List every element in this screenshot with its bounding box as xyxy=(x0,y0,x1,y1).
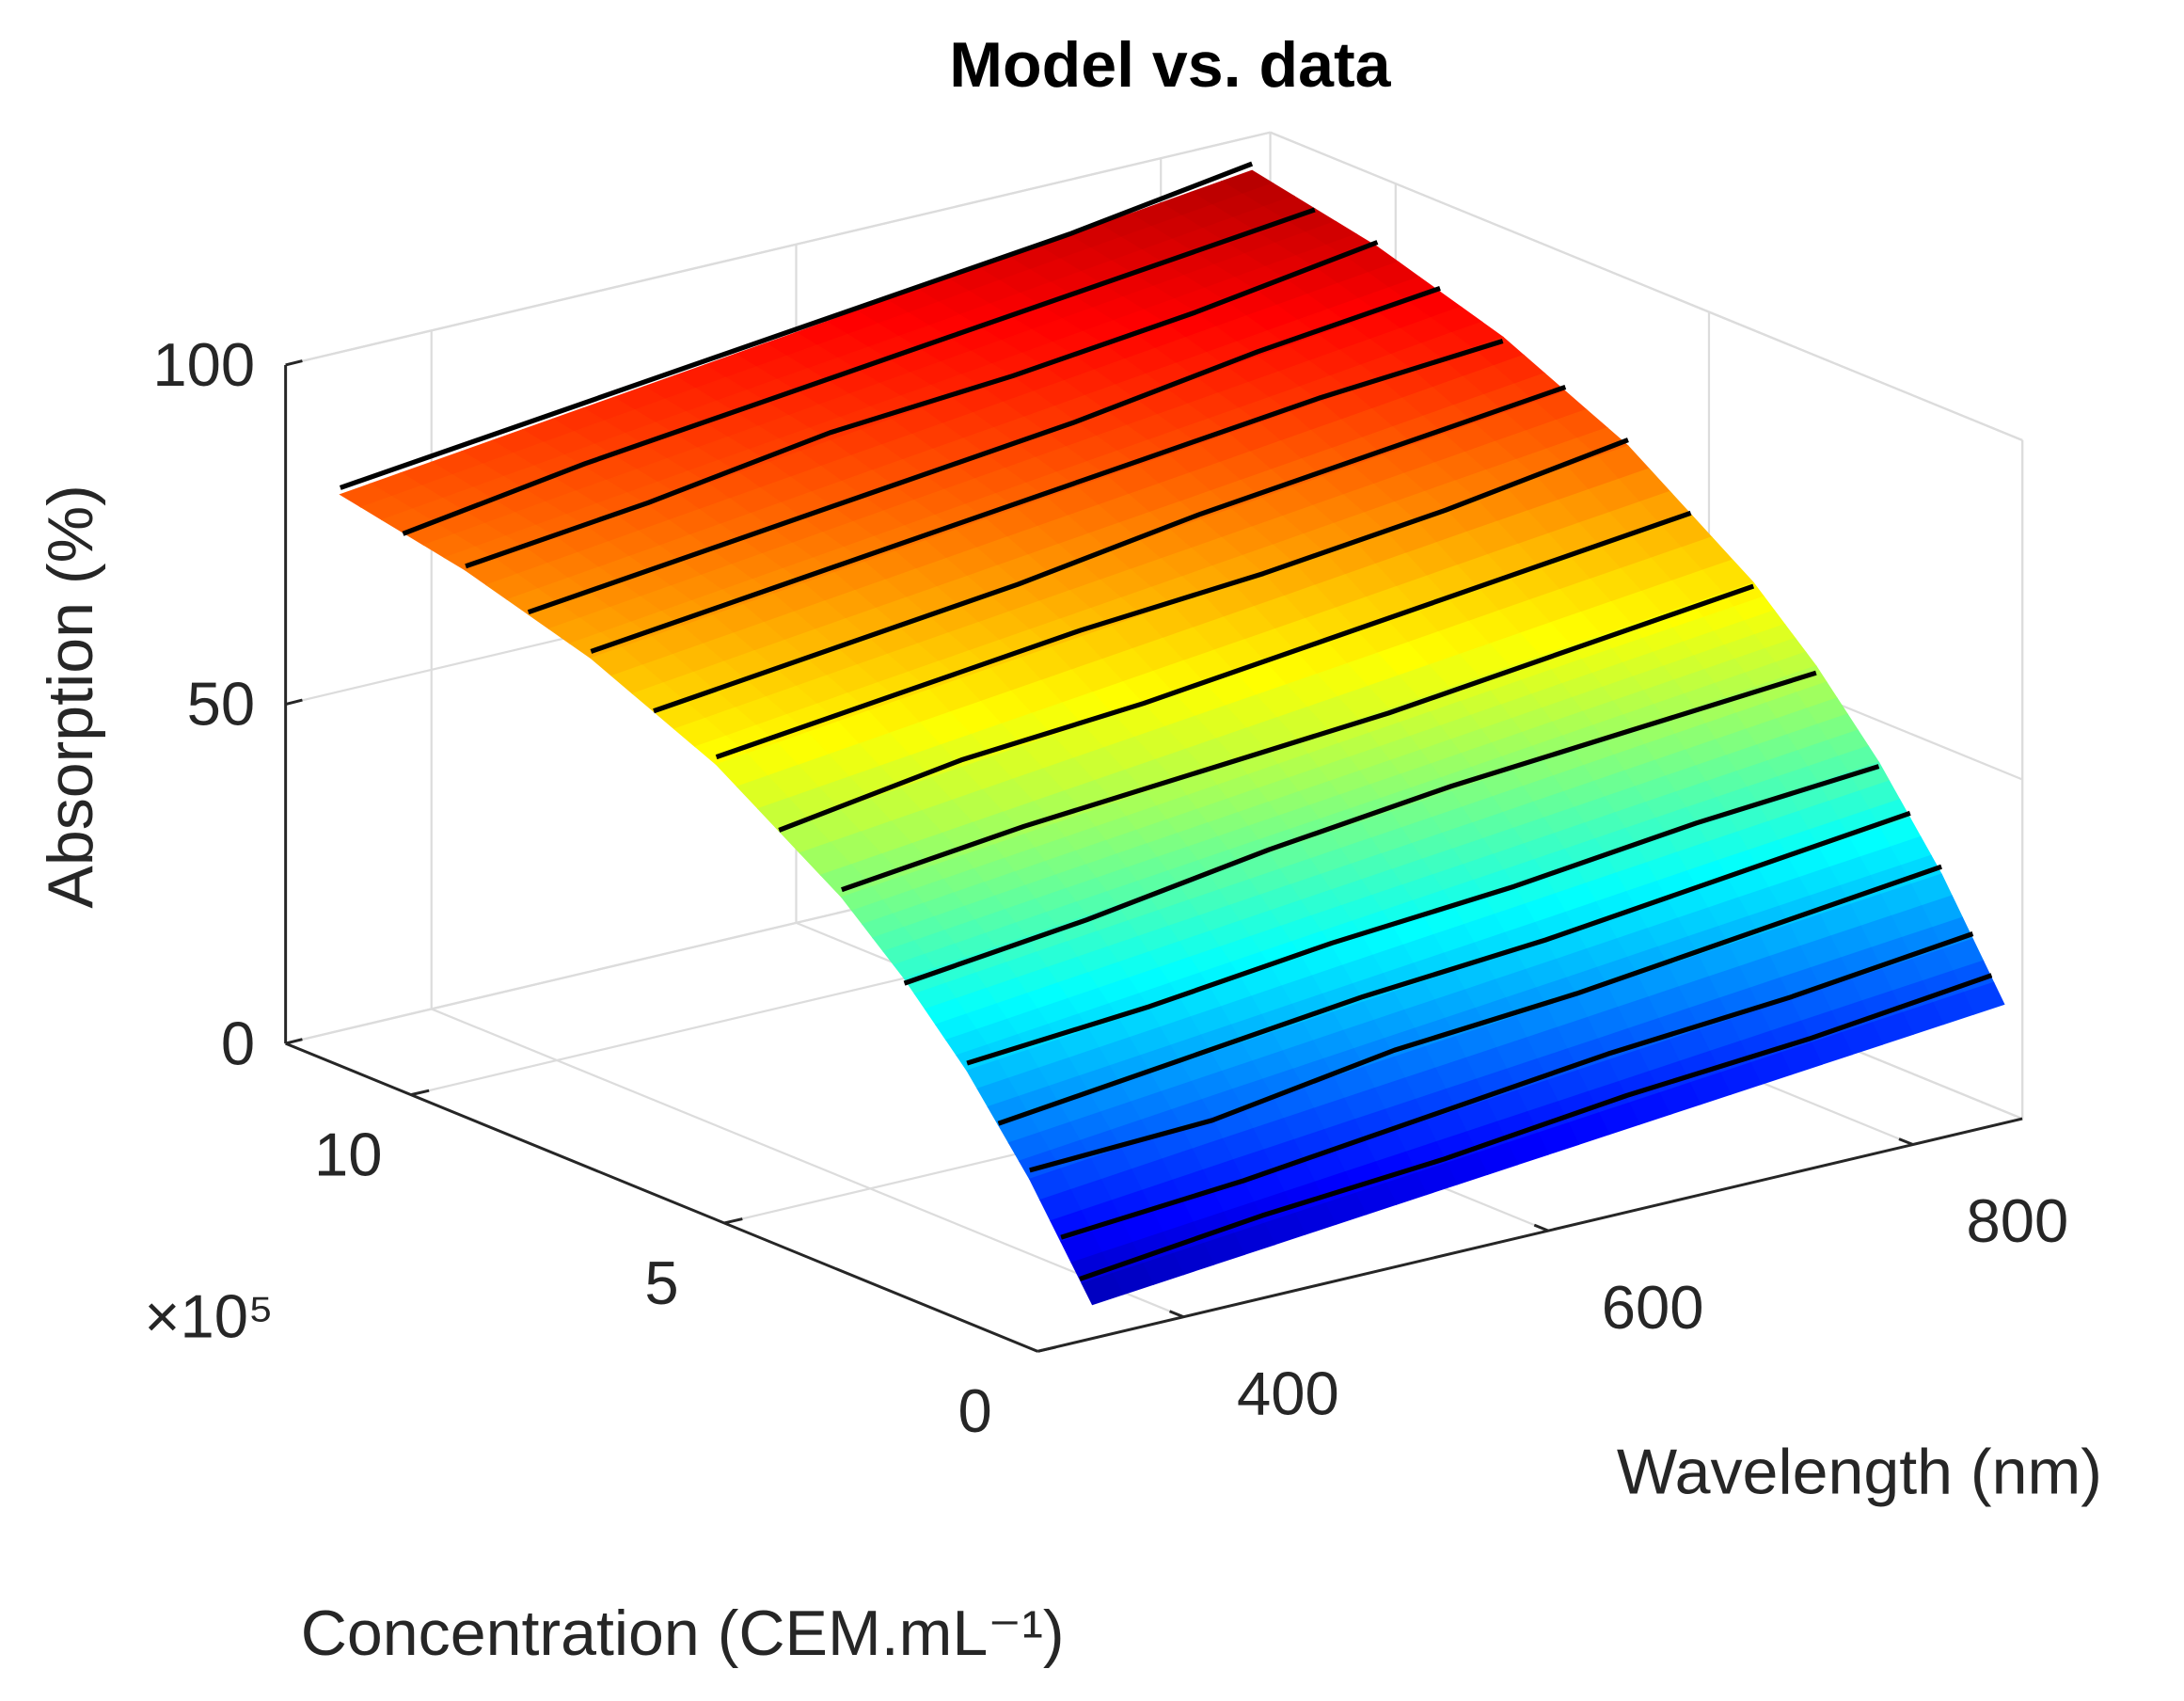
z-tick xyxy=(285,1038,303,1045)
y-tick-label: 0 xyxy=(957,1376,991,1445)
y-axis xyxy=(285,1041,1038,1353)
surface xyxy=(339,169,2005,1306)
measured-curve xyxy=(997,810,1911,1126)
z-tick-label: 0 xyxy=(221,1009,255,1077)
x-tick-label: 400 xyxy=(1237,1359,1339,1427)
chart-title: Model vs. data xyxy=(949,29,1391,101)
y-tick xyxy=(410,1089,430,1097)
z-tick xyxy=(285,359,303,367)
y-tick-label: 5 xyxy=(644,1248,678,1317)
measured-curve xyxy=(715,437,1629,760)
measured-curve xyxy=(402,207,1316,536)
axes: 0 50 100 400 600 800 0 5 10 xyxy=(152,330,2068,1445)
measured-curve xyxy=(778,510,1692,833)
z-axis-title: Absorption (%) xyxy=(35,485,106,908)
measured-curve xyxy=(590,339,1504,654)
y-axis-title: Concentration (CEM.mL⁻¹) xyxy=(301,1598,1065,1669)
x-tick xyxy=(1168,1310,1184,1319)
z-tick xyxy=(285,698,303,706)
measured-curve xyxy=(966,764,1880,1066)
surface-patch xyxy=(1081,1272,1124,1306)
measured-curve xyxy=(903,670,1817,986)
measured-curve xyxy=(339,161,1254,490)
y-multiplier: ×10⁵ xyxy=(144,1282,274,1351)
z-tick-label: 100 xyxy=(152,330,255,399)
y-tick-label: 10 xyxy=(314,1121,382,1189)
measured-curve xyxy=(1029,864,1942,1173)
x-tick-label: 800 xyxy=(1967,1186,2069,1255)
measured-curve xyxy=(1079,973,1993,1281)
measured-curve xyxy=(653,384,1567,714)
grid-line xyxy=(285,131,1271,367)
x-axis-title: Wavelength (nm) xyxy=(1617,1436,2102,1507)
x-tick-label: 600 xyxy=(1602,1273,1704,1342)
measured-curve xyxy=(465,240,1379,569)
x-tick xyxy=(1533,1223,1549,1232)
y-tick xyxy=(723,1217,743,1225)
measured-curve xyxy=(527,285,1441,615)
z-tick-label: 50 xyxy=(187,670,255,739)
x-axis xyxy=(1037,1117,2023,1353)
measured-curve xyxy=(1060,931,1974,1240)
x-tick xyxy=(1898,1137,1914,1146)
measured-curve xyxy=(841,583,1755,893)
measured-lines xyxy=(339,161,1993,1281)
